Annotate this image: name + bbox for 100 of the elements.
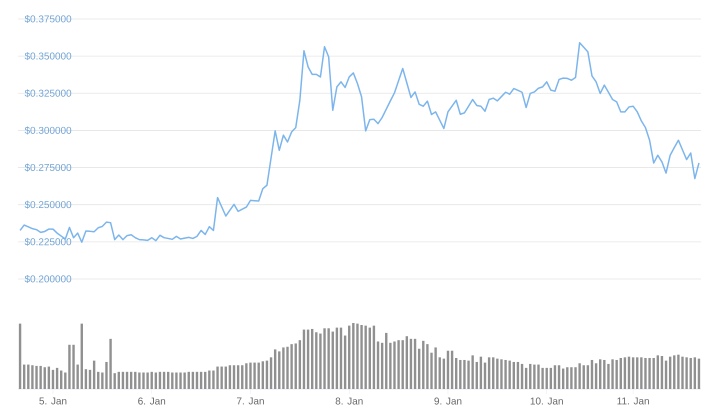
bar (332, 332, 334, 389)
bar (228, 365, 232, 389)
bar (492, 357, 494, 389)
bar (620, 358, 622, 389)
bar (656, 355, 660, 389)
bar (640, 357, 643, 389)
bar (624, 357, 626, 389)
bar (31, 365, 34, 389)
bar (241, 365, 244, 389)
bar (200, 372, 202, 389)
bar (496, 358, 499, 389)
y-tick-label: $0.375000 (24, 14, 72, 24)
bar (109, 338, 112, 389)
bar (410, 338, 412, 389)
bar (72, 344, 75, 389)
bar (48, 366, 50, 389)
bar (245, 363, 248, 389)
bar (562, 368, 564, 389)
bar (122, 372, 124, 389)
bar (236, 365, 240, 389)
bar (146, 372, 149, 389)
bar (360, 324, 363, 389)
bar (315, 332, 318, 389)
bar (364, 326, 367, 389)
bar (319, 334, 322, 389)
bar (101, 372, 104, 389)
bar (512, 362, 516, 389)
bar (327, 328, 330, 389)
bar (459, 360, 462, 389)
bar (372, 326, 376, 389)
bar (138, 372, 141, 389)
bar (298, 340, 302, 389)
bar (463, 360, 466, 389)
y-tick-label: $0.200000 (24, 274, 72, 284)
bar (92, 360, 96, 389)
bar (192, 372, 194, 389)
bar (290, 344, 293, 389)
bar (586, 365, 590, 389)
x-tick-label: 5. Jan (39, 398, 66, 404)
y-tick-label: $0.300000 (24, 126, 72, 134)
bar (422, 340, 424, 389)
bar (406, 336, 408, 389)
bar (607, 364, 610, 389)
bar (541, 368, 544, 389)
bar (599, 359, 602, 389)
bar (694, 357, 696, 389)
bar (266, 360, 268, 389)
bar (310, 328, 314, 389)
bar (282, 347, 285, 389)
bar (336, 328, 338, 389)
bar (594, 363, 598, 389)
bar (578, 363, 581, 389)
bar (471, 355, 474, 389)
x-tick-label: 11. Jan (617, 398, 649, 404)
bar (504, 360, 507, 389)
bar (212, 370, 215, 389)
bar (524, 368, 528, 389)
bar (611, 359, 614, 389)
bar (166, 372, 170, 389)
bar (188, 372, 190, 389)
bar (56, 368, 58, 389)
bar (397, 340, 400, 389)
bar (216, 366, 219, 389)
bar (402, 340, 404, 389)
bar (385, 332, 388, 389)
bar (488, 357, 490, 389)
bar (529, 364, 532, 389)
bar (208, 370, 211, 389)
bar (426, 344, 429, 389)
bar (18, 324, 22, 389)
bar (582, 365, 585, 389)
bar (258, 362, 260, 389)
bar (558, 365, 560, 389)
bar (134, 372, 136, 389)
x-tick-label: 9. Jan (434, 398, 462, 405)
bar (306, 330, 310, 389)
bar (648, 358, 651, 389)
bar (204, 372, 206, 389)
bar (220, 366, 223, 389)
bar (68, 344, 71, 389)
bar (118, 372, 120, 389)
bar (570, 367, 573, 389)
bar (685, 357, 688, 389)
bar (414, 338, 416, 389)
bar (434, 347, 437, 389)
bar (39, 366, 42, 389)
y-tick-label: $0.225000 (24, 238, 72, 246)
bar (660, 356, 664, 389)
x-tick-label: 8. Jan (336, 398, 363, 405)
bar (27, 364, 30, 389)
bar (294, 343, 297, 389)
bar (80, 324, 83, 389)
bar (632, 357, 634, 389)
bar (516, 362, 520, 389)
bar (262, 361, 264, 389)
bar (554, 365, 556, 389)
bar (150, 372, 153, 389)
bar (348, 326, 350, 389)
bar (224, 366, 227, 389)
bar (636, 357, 638, 389)
